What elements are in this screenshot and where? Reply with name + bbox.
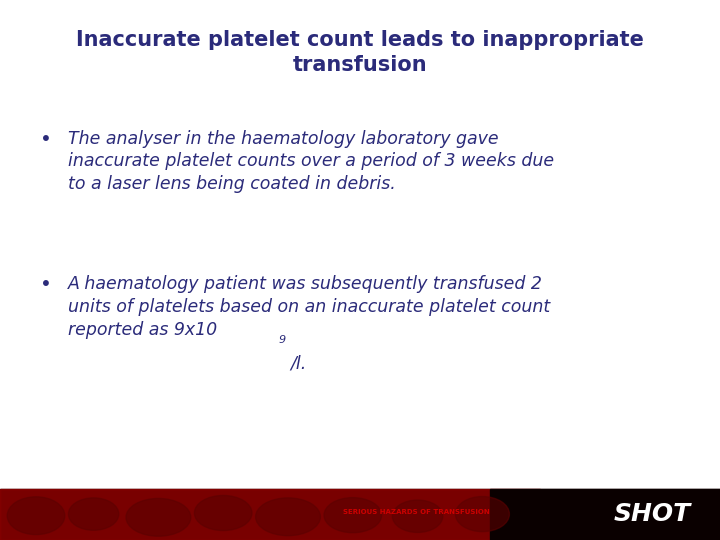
- Text: A haematology patient was subsequently transfused 2
units of platelets based on : A haematology patient was subsequently t…: [68, 275, 551, 339]
- Bar: [0, 489, 720, 540]
- Bar: [0, 489, 540, 540]
- Ellipse shape: [392, 500, 443, 532]
- Ellipse shape: [456, 497, 510, 531]
- Ellipse shape: [126, 498, 191, 536]
- Ellipse shape: [7, 497, 65, 535]
- Text: 9: 9: [279, 335, 286, 345]
- Ellipse shape: [68, 498, 119, 530]
- Ellipse shape: [324, 498, 382, 532]
- Bar: [490, 489, 720, 540]
- Text: /l.: /l.: [290, 355, 307, 373]
- Text: SERIOUS HAZARDS OF TRANSFUSION: SERIOUS HAZARDS OF TRANSFUSION: [343, 509, 490, 515]
- Text: SHOT: SHOT: [614, 502, 691, 526]
- Text: •: •: [40, 130, 51, 148]
- Text: The analyser in the haematology laboratory gave
inaccurate platelet counts over : The analyser in the haematology laborato…: [68, 130, 554, 193]
- Text: •: •: [40, 275, 51, 294]
- Ellipse shape: [194, 496, 252, 530]
- Text: Inaccurate platelet count leads to inappropriate
transfusion: Inaccurate platelet count leads to inapp…: [76, 30, 644, 75]
- Ellipse shape: [256, 498, 320, 536]
